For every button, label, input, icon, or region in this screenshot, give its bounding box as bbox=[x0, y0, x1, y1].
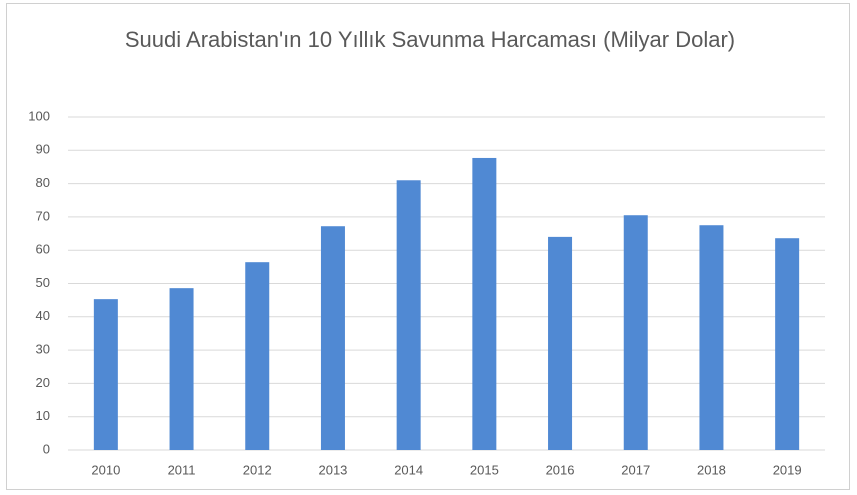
x-tick-label: 2017 bbox=[621, 462, 650, 477]
y-tick-label: 40 bbox=[36, 308, 50, 323]
x-tick-label: 2011 bbox=[168, 462, 196, 477]
bar bbox=[699, 225, 724, 450]
bar bbox=[623, 215, 648, 450]
bar bbox=[548, 236, 573, 450]
x-tick-label: 2012 bbox=[243, 462, 272, 477]
bar bbox=[320, 226, 345, 450]
chart-title: Suudi Arabistan'ın 10 Yıllık Savunma Har… bbox=[124, 27, 736, 52]
bar bbox=[472, 157, 497, 451]
bar bbox=[396, 180, 421, 450]
x-tick-label: 2015 bbox=[470, 462, 499, 477]
y-tick-label: 60 bbox=[36, 242, 50, 257]
bar bbox=[93, 299, 118, 450]
y-tick-label: 90 bbox=[36, 142, 50, 157]
y-tick-label: 80 bbox=[36, 175, 50, 190]
x-tick-label: 2018 bbox=[697, 462, 726, 477]
bar bbox=[775, 238, 800, 450]
y-tick-label: 30 bbox=[36, 342, 50, 357]
y-tick-label: 50 bbox=[36, 275, 50, 290]
y-tick-label: 20 bbox=[36, 375, 50, 390]
y-tick-label: 100 bbox=[28, 108, 50, 123]
bar bbox=[169, 288, 194, 450]
x-tick-label: 2016 bbox=[546, 462, 575, 477]
x-tick-label: 2013 bbox=[318, 462, 347, 477]
y-tick-label: 10 bbox=[36, 408, 50, 423]
y-tick-label: 0 bbox=[43, 441, 50, 456]
bar bbox=[245, 262, 270, 450]
y-tick-label: 70 bbox=[36, 208, 50, 223]
x-tick-label: 2010 bbox=[91, 462, 120, 477]
x-tick-label: 2014 bbox=[394, 462, 423, 477]
x-tick-label: 2019 bbox=[773, 462, 802, 477]
